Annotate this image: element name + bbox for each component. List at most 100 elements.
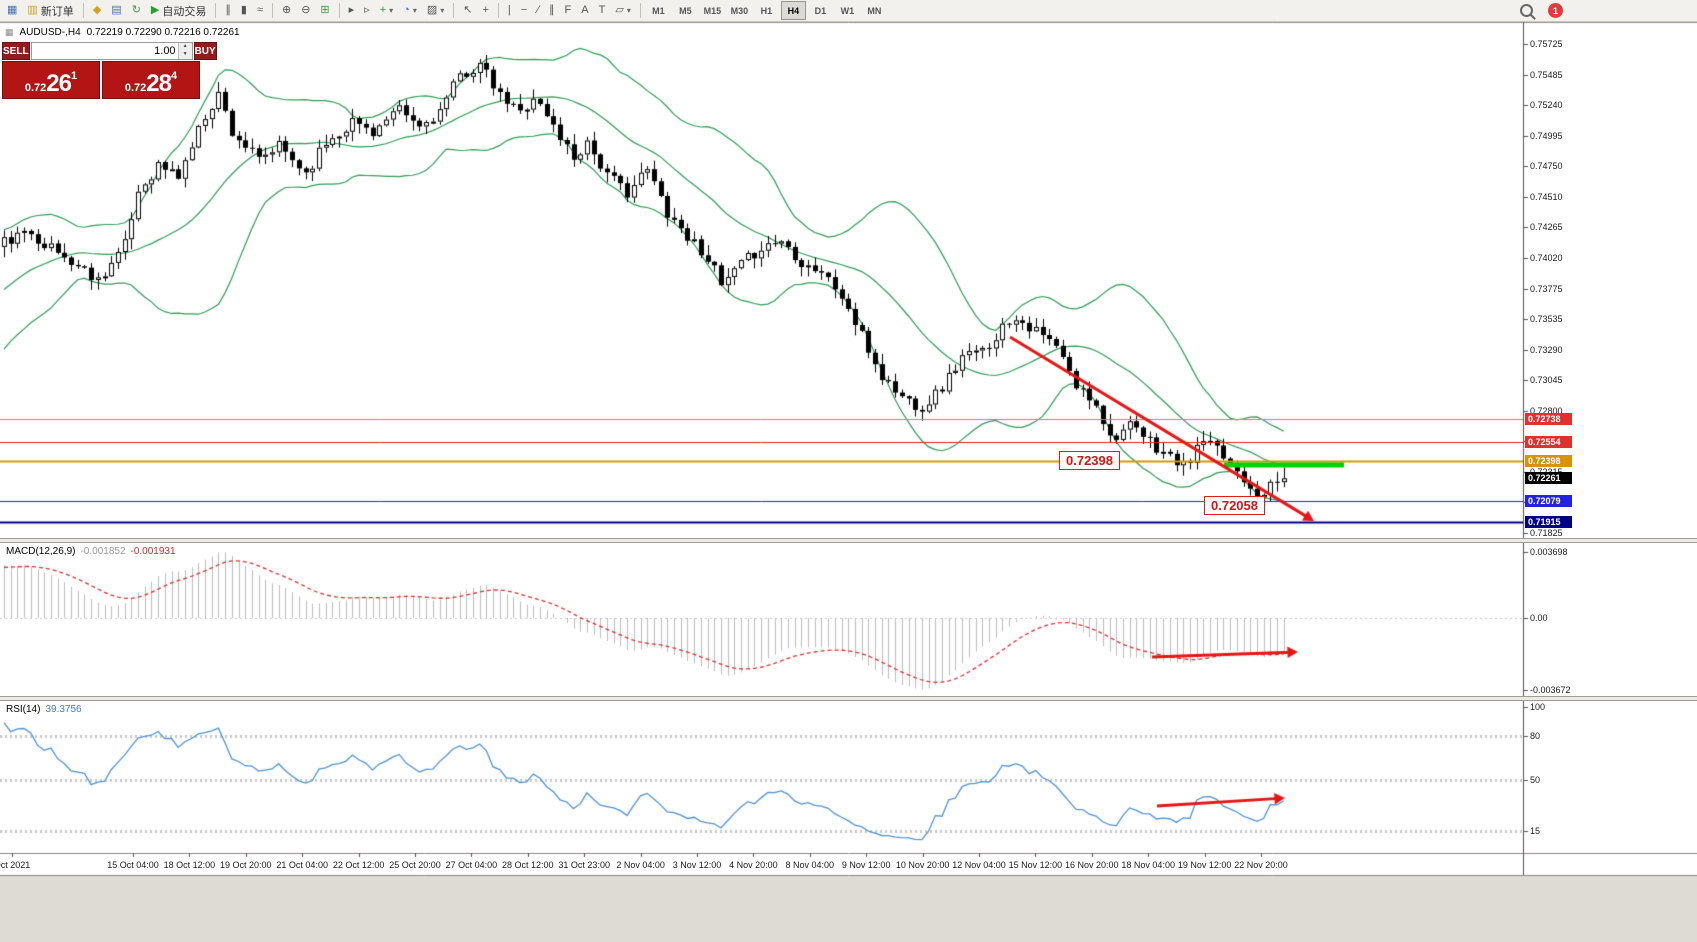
timeframe-h4-button[interactable]: H4 (780, 1, 806, 20)
time-axis-label: 8 Nov 04:00 (785, 860, 835, 870)
pane-splitter[interactable] (0, 538, 1697, 543)
zoom-in-button[interactable]: ⊕ (278, 0, 295, 21)
time-axis-label: Oct 2021 (0, 860, 31, 870)
buy-price-display[interactable]: 0.72 28 4 (102, 61, 200, 99)
time-axis-label: 12 Nov 04:00 (952, 860, 1006, 870)
timeframe-h1-button[interactable]: H1 (760, 5, 773, 16)
fibonacci-icon: F (564, 4, 572, 16)
price-scale-label: 0.73290 (1530, 344, 1563, 355)
sell-button[interactable]: SELL (2, 42, 30, 60)
periods-button[interactable]: ◔ ▾ (399, 0, 421, 21)
sell-price-display[interactable]: 0.72 26 1 (2, 61, 100, 99)
zoom-out-button[interactable]: ⊖ (297, 0, 314, 21)
hline-price-tag: 0.72398 (1525, 455, 1572, 468)
market-watch-icon: ◆ (92, 4, 102, 16)
timeframe-m15-button[interactable]: M15 (703, 5, 722, 16)
bar-chart-type-button[interactable]: ∥ (221, 0, 235, 21)
price-annotation[interactable]: 0.72398 (1059, 451, 1120, 470)
line-chart-type-button[interactable]: ≈ (253, 0, 267, 21)
indicators-button[interactable]: + ▾ (376, 0, 397, 21)
new-chart-button[interactable]: ▦ (3, 0, 21, 21)
fibonacci-button[interactable]: F (561, 0, 576, 21)
toolbar-separator (338, 3, 340, 18)
chart-symbol-period: AUDUSD-,H4 (19, 27, 81, 38)
text-button[interactable]: A (577, 0, 592, 21)
macd-name: MACD(12,26,9) (6, 546, 76, 557)
shapes-button[interactable]: ▱ ▾ (611, 0, 634, 21)
search-button[interactable] (1516, 0, 1537, 21)
volume-down-button[interactable]: ▼ (178, 51, 192, 59)
search-icon (1520, 4, 1533, 17)
rsi-scale-label: 50 (1530, 775, 1541, 785)
auto-trading-icon: ▶ (150, 4, 160, 16)
dropdown-caret-icon: ▾ (412, 6, 417, 15)
hline-price-tag: 0.71915 (1525, 515, 1572, 528)
hline-price-tag: 0.72079 (1525, 495, 1572, 508)
cursor-button[interactable]: ↖ (459, 0, 476, 21)
dropdown-caret-icon: ▾ (626, 6, 631, 15)
top-toolbar: ▦ ▥ 新订单 ◆ ▤ ↻ ▶ 自动交易 ∥ ▮ ≈ ⊕ ⊖ ⊞ ▸ ▹ + ▾ ◔ ▾ ▨ ▾ ↖ + | − ∕ ∥ F A T ▱ ▾ M… (0, 0, 1697, 22)
tile-windows-icon: ⊞ (320, 4, 330, 16)
time-axis-label: 10 Nov 20:00 (895, 860, 950, 870)
timeframe-w1-button[interactable]: W1 (840, 5, 855, 16)
timeframe-m1-button[interactable]: M1 (652, 5, 665, 16)
new-order-button[interactable]: ▥ 新订单 (23, 0, 77, 21)
cursor-icon: ↖ (463, 4, 473, 16)
sell-price-big: 26 (46, 70, 72, 97)
notification-badge[interactable]: 1 (1548, 3, 1563, 18)
price-scale-label: 0.74510 (1530, 191, 1563, 202)
refresh-button[interactable]: ↻ (128, 0, 145, 21)
equidistant-channel-icon: ∥ (549, 4, 555, 16)
macd-scale-label: 0.00 (1530, 613, 1548, 623)
zoom-in-icon: ⊕ (281, 4, 292, 16)
toolbar-button-groups: ▦ ▥ 新订单 ◆ ▤ ↻ ▶ 自动交易 ∥ ▮ ≈ ⊕ ⊖ ⊞ ▸ ▹ + ▾ ◔ ▾ ▨ ▾ ↖ + | − ∕ ∥ F A T ▱ ▾ (2, 0, 636, 21)
volume-input[interactable] (31, 43, 178, 59)
candlestick-chart-type-button[interactable]: ▮ (237, 0, 251, 21)
price-scale-label: 0.72800 (1530, 405, 1563, 416)
macd-indicator-label: MACD(12,26,9) -0.001852 -0.001931 (6, 546, 176, 557)
chart-ohlc-quotes: 0.72219 0.72290 0.72216 0.72261 (86, 27, 240, 38)
rsi-value: 39.3756 (45, 704, 82, 715)
timeframe-m30-button[interactable]: M30 (730, 5, 749, 16)
timeframe-d1-button[interactable]: D1 (814, 5, 827, 16)
equidistant-channel-button[interactable]: ∥ (545, 0, 559, 21)
chart-shift-button[interactable]: ▹ (360, 0, 374, 21)
toolbar-separator (639, 3, 641, 18)
macd-signal-value: -0.001931 (130, 546, 176, 557)
new-order-label: 新订单 (40, 5, 74, 18)
auto-trading-label: 自动交易 (162, 5, 207, 18)
buy-price-prefix: 0.72 (124, 82, 147, 94)
timeframe-m5-button[interactable]: M5 (679, 5, 692, 16)
text-label-button[interactable]: T (595, 0, 610, 21)
templates-button[interactable]: ▨ ▾ (423, 0, 448, 21)
volume-spinner: ▲ ▼ (177, 43, 192, 59)
timeframe-toolbar: M1 M5 M15 M30 H1 H4 D1 W1 MN (645, 1, 888, 20)
price-annotation[interactable]: 0.72058 (1204, 496, 1265, 515)
price-scale-label: 0.75240 (1530, 100, 1563, 111)
auto-trading-button[interactable]: ▶ 自动交易 (147, 0, 210, 21)
tile-windows-button[interactable]: ⊞ (316, 0, 333, 21)
volume-up-button[interactable]: ▲ (178, 43, 192, 51)
zoom-out-icon: ⊖ (301, 4, 311, 16)
time-axis-label: 19 Oct 20:00 (220, 860, 272, 870)
toolbar-separator (453, 3, 455, 18)
vertical-line-button[interactable]: | (504, 0, 515, 21)
trendline-button[interactable]: ∕ (533, 0, 543, 21)
crosshair-button[interactable]: + (478, 0, 492, 21)
volume-field: ▲ ▼ (30, 42, 193, 60)
timeframe-mn-button[interactable]: MN (867, 5, 882, 16)
rsi-scale-label: 80 (1530, 731, 1541, 742)
toolbar-separator (271, 3, 273, 18)
data-window-button[interactable]: ▤ (107, 0, 125, 21)
auto-scroll-button[interactable]: ▸ (345, 0, 359, 21)
horizontal-line-button[interactable]: − (517, 0, 531, 21)
market-watch-button[interactable]: ◆ (89, 0, 105, 21)
sell-price-sup: 1 (71, 70, 78, 82)
buy-button[interactable]: BUY (193, 42, 217, 60)
hline-price-tag: 0.72554 (1525, 435, 1572, 448)
pane-splitter[interactable] (0, 696, 1697, 701)
chart-title: ▦ AUDUSD-,H4 0.72219 0.72290 0.72216 0.7… (5, 27, 240, 38)
time-axis-label: 25 Oct 20:00 (389, 860, 441, 870)
